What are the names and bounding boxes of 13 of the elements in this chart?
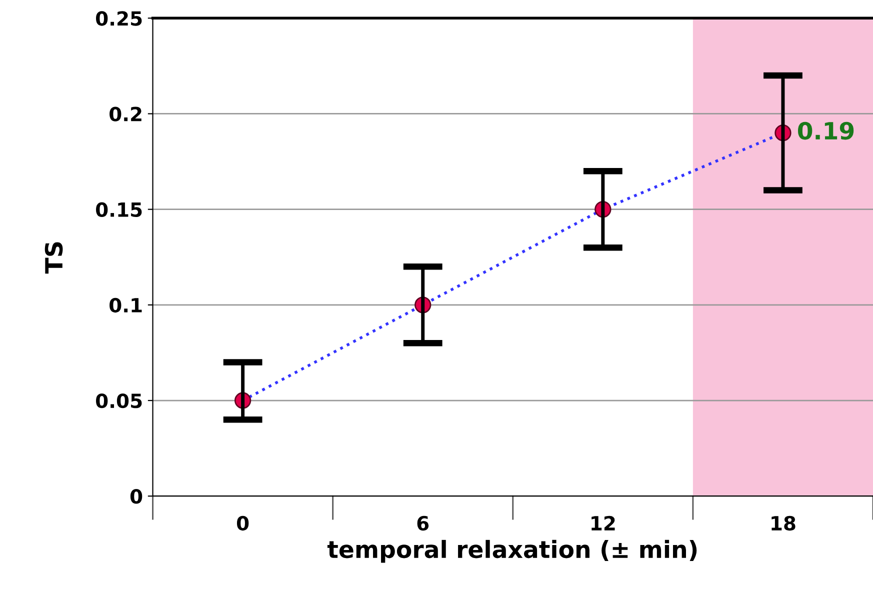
y-tick-label: 0.25 — [96, 11, 142, 26]
x-tick-label: 12 — [592, 516, 615, 530]
y-axis-title: TS — [44, 242, 63, 274]
x-tick-label: 0 — [236, 516, 249, 531]
y-tick-label: 0.15 — [96, 202, 142, 217]
y-tick-label: 0 — [130, 489, 142, 504]
data-label: 0.19 — [798, 122, 854, 140]
y-tick-label: 0.2 — [110, 106, 142, 122]
x-tick-label: 18 — [772, 516, 796, 531]
x-tick-label: 6 — [417, 516, 429, 531]
y-tick-label: 0.05 — [96, 393, 142, 408]
y-tick-label: 0.1 — [110, 298, 142, 313]
x-axis-title: temporal relaxation (± min) — [327, 540, 697, 563]
